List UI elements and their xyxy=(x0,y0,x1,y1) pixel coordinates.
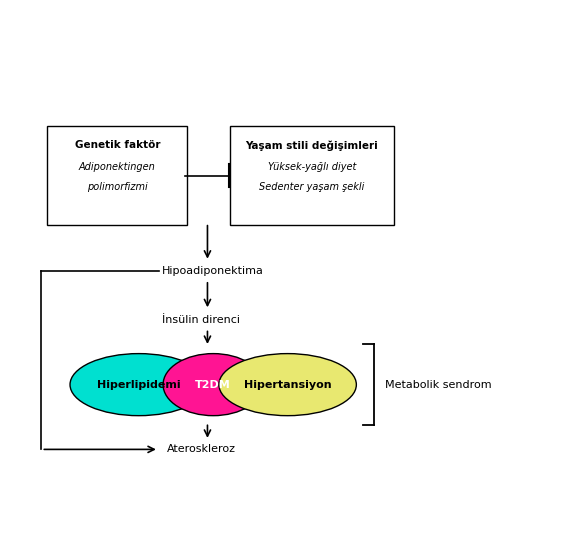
Text: Yaşam stili değişimleri: Yaşam stili değişimleri xyxy=(246,140,378,151)
Ellipse shape xyxy=(219,353,356,416)
Text: Metabolik sendrom: Metabolik sendrom xyxy=(385,380,492,390)
Text: Ateroskleroz: Ateroskleroz xyxy=(167,444,236,454)
Text: Hipoadiponektima: Hipoadiponektima xyxy=(162,266,264,276)
Text: Adiponektingen: Adiponektingen xyxy=(79,162,156,172)
Ellipse shape xyxy=(70,353,207,416)
Text: polimorfizmi: polimorfizmi xyxy=(87,182,148,192)
Text: Genetik faktör: Genetik faktör xyxy=(74,140,160,150)
Text: T2DM: T2DM xyxy=(195,380,231,390)
Text: Hiperlipidemi: Hiperlipidemi xyxy=(97,380,181,390)
FancyBboxPatch shape xyxy=(47,125,188,225)
Text: Sedenter yaşam şekli: Sedenter yaşam şekli xyxy=(259,182,365,192)
Text: İnsülin direnci: İnsülin direnci xyxy=(162,315,239,325)
Text: Hipertansiyon: Hipertansiyon xyxy=(244,380,331,390)
Text: Yüksek-yağlı diyet: Yüksek-yağlı diyet xyxy=(268,162,356,172)
FancyBboxPatch shape xyxy=(231,125,393,225)
Ellipse shape xyxy=(163,353,263,416)
